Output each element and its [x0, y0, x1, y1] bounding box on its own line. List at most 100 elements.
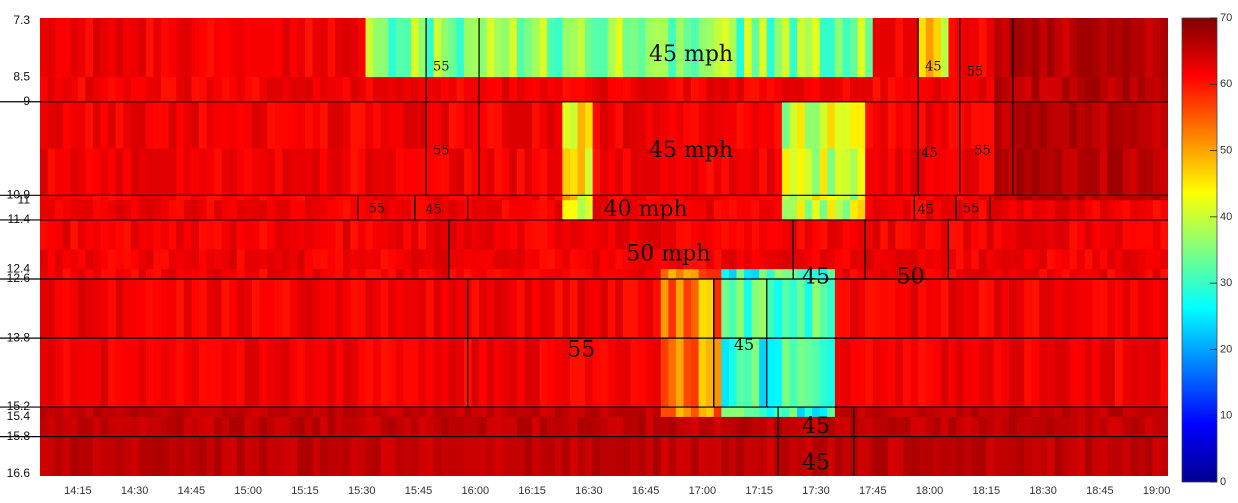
- heatmap-cell: [1039, 436, 1048, 476]
- heatmap-cell: [781, 77, 791, 103]
- heatmap-cell: [448, 200, 457, 221]
- heatmap-cell: [380, 18, 389, 78]
- heatmap-cell: [1024, 279, 1033, 339]
- heatmap-cell: [812, 269, 821, 280]
- heatmap-cell: [895, 219, 904, 251]
- heatmap-cell: [267, 200, 276, 221]
- heatmap-cell: [925, 407, 934, 418]
- heatmap-cell: [600, 338, 609, 408]
- heatmap-cell: [577, 219, 586, 251]
- heatmap-cell: [1122, 436, 1131, 476]
- heatmap-cell: [176, 338, 185, 408]
- heatmap-cell: [615, 195, 624, 201]
- heatmap-cell: [448, 101, 457, 150]
- heatmap-cell: [797, 338, 806, 408]
- heatmap-cell: [236, 195, 245, 201]
- heatmap-cell: [244, 269, 253, 280]
- heatmap-cell: [183, 101, 193, 150]
- heatmap-cell: [577, 77, 586, 103]
- heatmap-cell: [971, 338, 980, 408]
- heatmap-cell: [774, 200, 783, 221]
- heatmap-cell: [1024, 148, 1033, 196]
- heatmap-cell: [532, 279, 541, 339]
- heatmap-cell: [342, 407, 351, 418]
- heatmap-cell: [85, 416, 94, 438]
- heatmap-cell: [516, 407, 526, 418]
- speed-limit-label: 55: [433, 143, 450, 158]
- heatmap-cell: [516, 200, 526, 221]
- heatmap-cell: [1009, 279, 1018, 339]
- heatmap-cell: [282, 101, 291, 150]
- heatmap-cell: [789, 77, 798, 103]
- heatmap-cell: [630, 148, 639, 196]
- heatmap-cell: [706, 416, 715, 438]
- heatmap-cell: [168, 407, 177, 418]
- heatmap-cell: [850, 279, 859, 339]
- heatmap-cell: [1107, 249, 1116, 270]
- heatmap-cell: [1145, 148, 1154, 196]
- heatmap-cell: [562, 18, 571, 78]
- heatmap-cell: [577, 18, 586, 78]
- heatmap-cell: [1152, 77, 1162, 103]
- heatmap-cell: [448, 436, 457, 476]
- heatmap-cell: [191, 195, 200, 201]
- heatmap-cell: [236, 18, 245, 78]
- heatmap-cell: [1137, 338, 1146, 408]
- heatmap-cell: [426, 279, 435, 339]
- heatmap-cell: [797, 249, 806, 270]
- heatmap-cell: [289, 407, 298, 418]
- heatmap-cell: [77, 101, 87, 150]
- heatmap-cell: [251, 249, 261, 270]
- heatmap-cell: [653, 279, 662, 339]
- heatmap-cell: [441, 436, 450, 476]
- heatmap-cell: [403, 101, 412, 150]
- heatmap-cell: [569, 77, 579, 103]
- heatmap-cell: [842, 407, 851, 418]
- heatmap-cell: [819, 77, 828, 103]
- heatmap-cell: [713, 200, 722, 221]
- heatmap-cell: [797, 416, 806, 438]
- heatmap-cell: [1107, 18, 1116, 78]
- heatmap-cell: [145, 249, 155, 270]
- heatmap-cell: [229, 195, 238, 201]
- heatmap-cell: [501, 200, 510, 221]
- heatmap-cell: [721, 195, 730, 201]
- heatmap-cell: [304, 101, 314, 150]
- heatmap-cell: [834, 195, 844, 201]
- heatmap-cell: [645, 219, 654, 251]
- heatmap-cell: [516, 279, 526, 339]
- heatmap-cell: [410, 338, 420, 408]
- heatmap-cell: [766, 416, 775, 438]
- y-tick-label: 12.4: [7, 261, 31, 275]
- heatmap-cell: [706, 200, 715, 221]
- heatmap-cell: [327, 279, 336, 339]
- heatmap-cell: [373, 407, 382, 418]
- heatmap-cell: [206, 200, 215, 221]
- colorbar-tick-label: 20: [1220, 343, 1232, 355]
- heatmap-cell: [70, 219, 79, 251]
- heatmap-cell: [441, 269, 450, 280]
- heatmap-cell: [532, 195, 541, 201]
- x-tick-label: 14:45: [178, 485, 206, 497]
- heatmap-cell: [675, 219, 685, 251]
- heatmap-cell: [675, 407, 685, 418]
- heatmap-cell: [297, 219, 306, 251]
- heatmap-cell: [350, 195, 359, 201]
- heatmap-cell: [357, 195, 367, 201]
- heatmap-cell: [887, 436, 897, 476]
- heatmap-cell: [1084, 416, 1093, 438]
- heatmap-cell: [471, 436, 480, 476]
- heatmap-cell: [479, 436, 488, 476]
- heatmap-cell: [759, 219, 768, 251]
- heatmap-cell: [40, 195, 49, 201]
- heatmap-cell: [827, 436, 836, 476]
- heatmap-cell: [872, 269, 881, 280]
- heatmap-cell: [327, 101, 336, 150]
- heatmap-cell: [971, 18, 980, 78]
- heatmap-cell: [47, 77, 56, 103]
- heatmap-cell: [62, 200, 71, 221]
- heatmap-cell: [554, 77, 563, 103]
- heatmap-cell: [925, 219, 934, 251]
- heatmap-cell: [516, 416, 526, 438]
